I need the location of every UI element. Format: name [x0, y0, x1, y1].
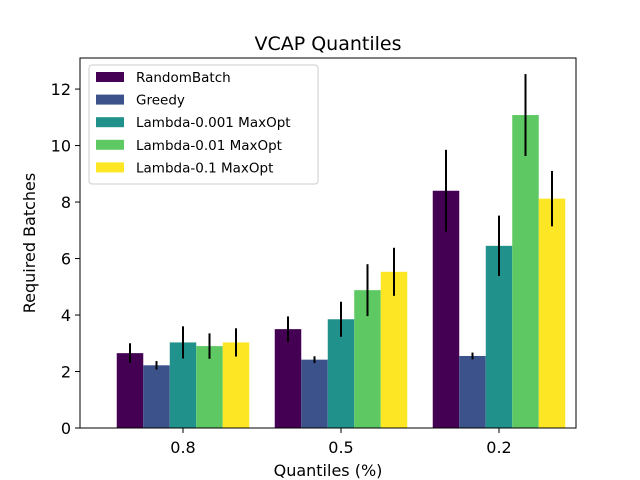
- bar: [116, 353, 144, 428]
- y-tick-label: 6: [61, 250, 71, 269]
- chart-title: VCAP Quantiles: [254, 33, 401, 55]
- legend-swatch: [96, 139, 124, 150]
- legend-label: Greedy: [136, 93, 185, 109]
- bar: [222, 342, 250, 428]
- y-axis-label: Required Batches: [20, 173, 39, 313]
- legend-label: Lambda-0.1 MaxOpt: [136, 160, 273, 176]
- y-tick-label: 0: [61, 419, 71, 438]
- legend-frame: [88, 64, 319, 185]
- x-tick-label: 0.8: [170, 438, 195, 457]
- legend-swatch: [96, 72, 124, 82]
- plot-frame: [79, 57, 577, 429]
- y-tick-label: 4: [61, 306, 71, 325]
- bar: [301, 359, 328, 428]
- bar: [274, 329, 302, 428]
- bar: [459, 355, 486, 428]
- legend-label: RandomBatch: [136, 70, 231, 86]
- legend-swatch: [96, 162, 124, 173]
- legend: RandomBatch Greedy Lambda-0.001 MaxOpt Lamb…: [88, 64, 319, 185]
- bar: [196, 346, 223, 428]
- legend-swatch: [96, 94, 124, 105]
- legend-swatch: [96, 117, 124, 128]
- y-tick-label: 10: [51, 137, 71, 156]
- bar: [485, 245, 513, 428]
- x-tick-label: 0.5: [328, 438, 353, 457]
- y-tick-label: 2: [61, 363, 71, 382]
- x-tick-label: 0.2: [486, 438, 511, 457]
- bar: [143, 365, 170, 428]
- bar: [512, 115, 539, 428]
- bar: [538, 198, 566, 428]
- y-tick-label: 12: [51, 80, 71, 99]
- bar: [327, 319, 355, 428]
- bar: [380, 271, 408, 428]
- y-tick-label: 8: [61, 193, 71, 212]
- legend-label: Lambda-0.001 MaxOpt: [136, 115, 291, 131]
- legend-label: Lambda-0.01 MaxOpt: [136, 138, 282, 154]
- x-axis-label: Quantiles (%): [274, 461, 383, 480]
